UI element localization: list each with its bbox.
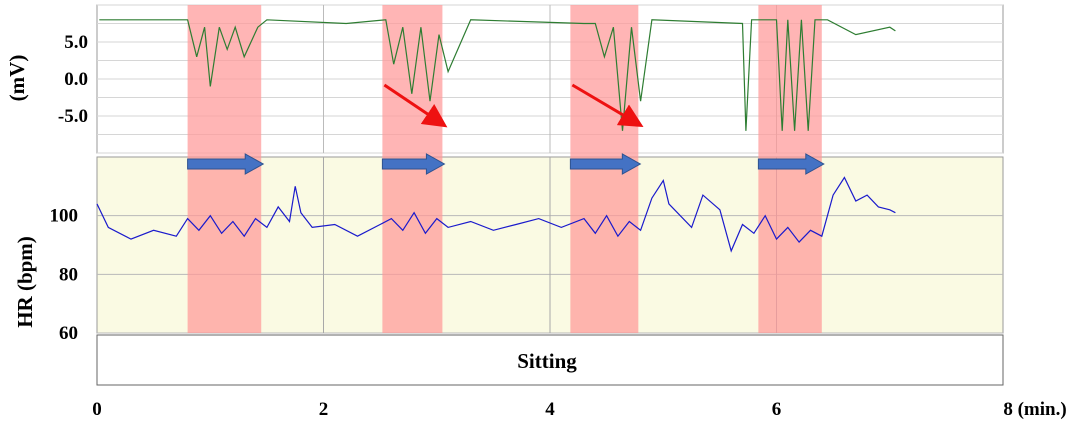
x-tick-label: 2 xyxy=(319,399,329,420)
blue-arrow-icon xyxy=(569,153,642,175)
x-tick-labels: 0 2 4 6 xyxy=(92,399,781,420)
x-tick-label: 0 xyxy=(92,399,102,420)
hr-y-tick-label: 60 xyxy=(59,323,78,344)
blue-arrow-icon xyxy=(381,153,446,175)
hr-series xyxy=(96,176,896,253)
condition-label: Sitting xyxy=(517,349,577,373)
ecg-y-tick-labels: 5.0 0.0 -5.0 xyxy=(58,32,88,127)
annotation-arrows xyxy=(187,83,825,175)
hr-y-axis-label: HR (bpm) xyxy=(13,236,37,328)
red-arrow-icon xyxy=(383,83,448,128)
blue-arrow-icon xyxy=(187,153,265,175)
ecg-y-tick-label: 0.0 xyxy=(64,69,88,90)
ecg-y-tick-label: -5.0 xyxy=(58,106,88,127)
hr-y-tick-labels: 100 80 60 xyxy=(50,206,79,344)
ecg-y-tick-label: 5.0 xyxy=(64,32,88,53)
hr-line xyxy=(96,176,896,253)
hr-y-tick-label: 80 xyxy=(59,264,78,285)
ecg-y-axis-label: (mV) xyxy=(5,55,29,102)
ecg-series xyxy=(99,19,896,131)
condition-box xyxy=(96,334,1004,386)
x-axis-end-label: 8 (min.) xyxy=(1003,399,1066,420)
x-tick-label: 4 xyxy=(545,399,555,420)
red-arrow-icon xyxy=(571,83,644,128)
x-tick-label: 6 xyxy=(772,399,782,420)
hr-y-tick-label: 100 xyxy=(50,206,79,227)
ecg-line xyxy=(99,19,896,131)
blue-arrow-icon xyxy=(757,153,825,175)
